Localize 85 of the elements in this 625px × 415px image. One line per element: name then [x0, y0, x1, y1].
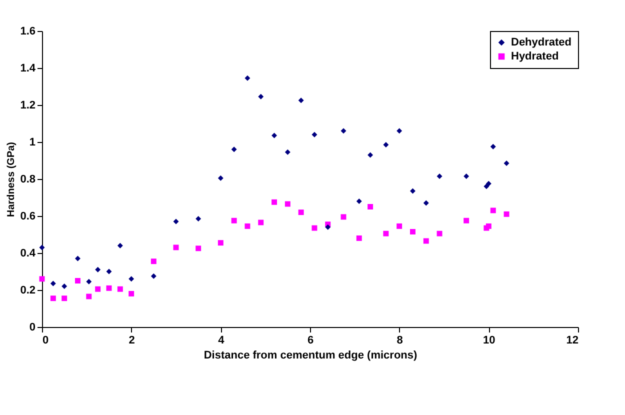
- point: [39, 276, 45, 282]
- point: [325, 224, 331, 230]
- point: [196, 216, 202, 222]
- legend-label: Hydrated: [511, 50, 559, 62]
- point: [117, 286, 123, 292]
- y-tick-label: 0.8: [20, 174, 36, 186]
- point: [86, 294, 92, 300]
- y-axis-title: Hardness (GPa): [6, 142, 18, 218]
- y-tick-label: 0.6: [20, 210, 36, 222]
- point: [272, 199, 278, 205]
- point: [340, 214, 346, 220]
- point: [231, 146, 237, 152]
- point: [298, 210, 304, 216]
- point: [258, 220, 264, 226]
- point: [258, 94, 264, 100]
- point: [173, 218, 179, 224]
- point: [284, 149, 290, 155]
- point: [50, 296, 56, 302]
- point: [62, 284, 68, 290]
- legend-label: Dehydrated: [511, 36, 572, 48]
- point: [117, 242, 123, 248]
- point: [173, 244, 179, 250]
- point: [368, 204, 374, 210]
- point: [231, 218, 237, 224]
- point: [490, 208, 496, 214]
- point: [504, 160, 510, 166]
- point: [50, 280, 56, 286]
- x-axis-title: Distance from cementum edge (microns): [204, 350, 418, 362]
- x-tick-label: 4: [218, 334, 226, 346]
- point: [39, 244, 45, 250]
- point: [62, 296, 68, 302]
- point: [106, 285, 112, 291]
- point: [128, 276, 134, 282]
- point: [272, 132, 278, 138]
- point: [396, 128, 402, 134]
- point: [423, 238, 429, 244]
- point: [383, 142, 389, 148]
- point: [484, 184, 490, 190]
- y-tick-label: 1: [29, 136, 36, 148]
- point: [74, 278, 80, 284]
- point: [464, 218, 470, 224]
- point: [218, 175, 224, 181]
- point: [368, 152, 374, 158]
- point: [396, 223, 402, 229]
- point: [356, 235, 362, 241]
- y-tick-label: 1.2: [20, 100, 36, 112]
- point: [464, 173, 470, 179]
- x-tick-label: 6: [307, 334, 314, 346]
- x-tick-label: 0: [42, 334, 49, 346]
- point: [298, 98, 304, 104]
- point: [196, 246, 202, 252]
- point: [436, 230, 442, 236]
- point: [244, 223, 250, 229]
- point: [383, 230, 389, 236]
- point: [150, 273, 156, 279]
- point: [128, 290, 134, 296]
- point: [284, 201, 290, 207]
- point: [486, 180, 492, 186]
- x-tick-label: 8: [396, 334, 403, 346]
- point: [504, 211, 510, 217]
- point: [312, 132, 318, 138]
- x-tick-label: 10: [483, 334, 496, 346]
- point: [312, 225, 318, 231]
- x-tick-label: 12: [566, 334, 578, 346]
- x-tick-label: 2: [128, 334, 135, 346]
- point: [423, 200, 429, 206]
- point: [74, 256, 80, 262]
- point: [410, 188, 416, 194]
- y-tick-label: 1.4: [20, 62, 36, 74]
- point: [244, 75, 250, 81]
- point: [340, 128, 346, 134]
- y-tick-label: 0.4: [20, 248, 36, 260]
- point: [86, 278, 92, 284]
- point: [356, 198, 362, 204]
- y-tick-label: 1.6: [20, 26, 36, 38]
- point: [106, 268, 112, 274]
- point: [436, 173, 442, 179]
- point: [218, 240, 224, 246]
- y-tick-label: 0: [29, 322, 36, 334]
- point: [410, 228, 416, 234]
- point: [95, 266, 101, 272]
- point: [150, 258, 156, 264]
- y-tick-label: 0.2: [20, 284, 36, 296]
- point: [490, 144, 496, 150]
- point: [95, 286, 101, 292]
